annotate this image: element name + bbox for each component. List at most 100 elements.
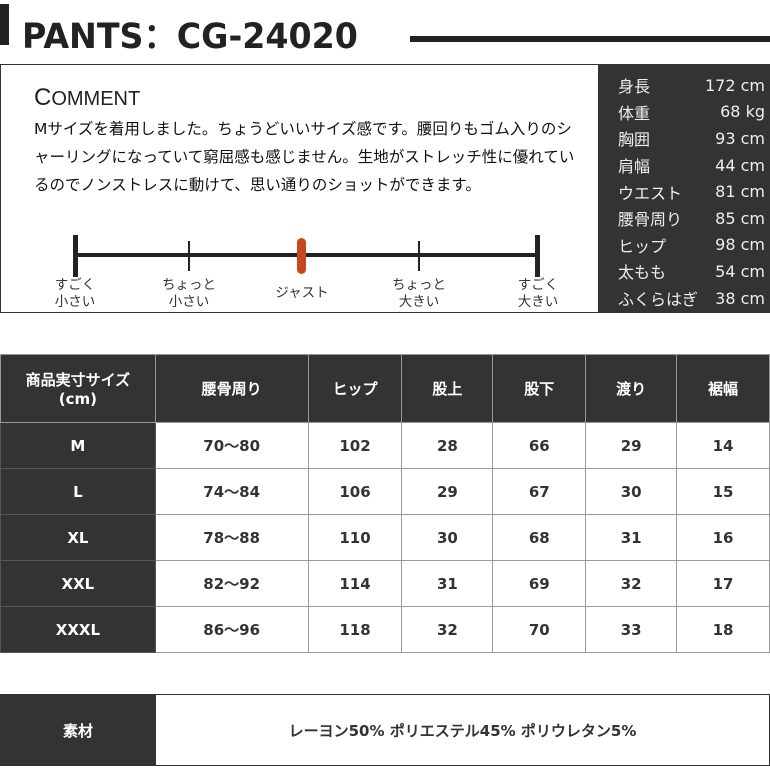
size-cell: 86～96 — [154, 606, 309, 653]
size-cell: 31 — [401, 560, 494, 607]
size-cell: 66 — [492, 422, 587, 469]
model-stat-value: 172 cm — [704, 75, 765, 95]
fit-scale-label-line: すごく — [517, 277, 559, 293]
size-column-header: 腰骨周り — [154, 354, 309, 423]
size-cell: 16 — [676, 514, 770, 561]
fit-scale-label: ジャスト — [257, 285, 347, 302]
table-row: M 70～80 102 28 66 29 14 — [0, 422, 770, 469]
size-cell: 67 — [492, 468, 587, 515]
material-value: レーヨン50% ポリエステル45% ポリウレタン5% — [155, 694, 770, 766]
model-stat-row: ウエスト 81 cm — [598, 178, 770, 205]
model-stat-label: 太もも — [618, 263, 667, 283]
fit-scale-label: ちょっと 大きい — [374, 277, 464, 311]
size-cell: 15 — [676, 468, 770, 515]
size-cell: 78～88 — [154, 514, 309, 561]
table-row: XXL 82～92 114 31 69 32 17 — [0, 560, 770, 607]
table-row: XL 78～88 110 30 68 31 16 — [0, 514, 770, 561]
model-stat-row: 太もも 54 cm — [598, 258, 770, 285]
fit-scale-line — [75, 253, 538, 257]
page-title: PANTS：CG-24020 — [22, 17, 358, 57]
fit-scale-label-line: 小さい — [168, 294, 210, 310]
size-cell: 74～84 — [154, 468, 309, 515]
model-stat-value: 98 cm — [715, 235, 765, 255]
comment-text: Mサイズを着用しました。ちょうどいいサイズ感です。腰回りもゴム入りのシャーリング… — [34, 120, 575, 194]
model-stat-row: 身長 172 cm — [598, 72, 770, 99]
comment-heading: COMMENT — [34, 84, 140, 112]
fit-scale-label-line: すごく — [54, 277, 96, 293]
size-cell: 31 — [585, 514, 678, 561]
size-cell: 30 — [401, 514, 494, 561]
size-column-header: 裾幅 — [676, 354, 770, 423]
fit-scale-label: すごく 大きい — [493, 277, 583, 311]
size-table: 商品実寸サイズ (cm) 腰骨周り ヒップ 股上 股下 渡り 裾幅 M 70～80 102 28 66… — [0, 354, 770, 653]
size-column-header: 渡り — [585, 354, 678, 423]
fit-scale-tick — [418, 241, 420, 271]
fit-scale-label-line: 大きい — [517, 294, 559, 310]
fit-scale-tick — [73, 235, 78, 277]
model-stat-row: ふくらはぎ 38 cm — [598, 285, 770, 312]
fit-scale-label-line: 小さい — [54, 294, 96, 310]
size-cell: 70 — [492, 606, 587, 653]
model-stat-label: 肩幅 — [618, 157, 651, 177]
size-cell: 17 — [676, 560, 770, 607]
size-header: 商品実寸サイズ (cm) — [0, 354, 156, 423]
material-label: 素材 — [0, 694, 156, 766]
fit-scale-tick — [535, 235, 540, 277]
comment-heading-rest: OMMENT — [51, 88, 141, 110]
size-cell: 32 — [401, 606, 494, 653]
fit-scale-tick — [188, 241, 190, 271]
model-stats-panel: 身長 172 cm 体重 68 kg 胸囲 93 cm 肩幅 44 cm ウエスト 81 cm 腰骨… — [598, 64, 770, 313]
table-row: XXXL 86～96 118 32 70 33 18 — [0, 606, 770, 653]
size-label: XXL — [0, 560, 156, 607]
size-cell: 106 — [307, 468, 403, 515]
fit-scale-label: ちょっと 小さい — [144, 277, 234, 311]
model-stat-label: ウエスト — [618, 183, 683, 203]
fit-scale-label-line: ジャスト — [275, 285, 329, 301]
size-column-header: 股上 — [401, 354, 494, 423]
size-cell: 33 — [585, 606, 678, 653]
size-cell: 32 — [585, 560, 678, 607]
model-stat-row: 肩幅 44 cm — [598, 152, 770, 179]
size-cell: 110 — [307, 514, 403, 561]
size-cell: 102 — [307, 422, 403, 469]
fit-scale-label-line: ちょっと — [162, 277, 216, 293]
size-label: L — [0, 468, 156, 515]
model-stat-value: 85 cm — [715, 208, 765, 228]
model-stat-value: 81 cm — [715, 182, 765, 202]
size-cell: 30 — [585, 468, 678, 515]
model-stat-value: 44 cm — [715, 155, 765, 175]
size-cell: 69 — [492, 560, 587, 607]
size-column-header: 股下 — [492, 354, 587, 423]
model-stat-value: 68 kg — [720, 102, 765, 122]
comment-box — [0, 64, 600, 313]
model-stat-label: 身長 — [618, 77, 651, 97]
model-stat-label: 体重 — [618, 103, 651, 123]
size-label: XXXL — [0, 606, 156, 653]
size-cell: 18 — [676, 606, 770, 653]
fit-scale-label-line: 大きい — [398, 294, 440, 310]
model-stat-value: 54 cm — [715, 261, 765, 281]
size-cell: 68 — [492, 514, 587, 561]
size-label: M — [0, 422, 156, 469]
size-cell: 29 — [585, 422, 678, 469]
model-stat-row: 胸囲 93 cm — [598, 125, 770, 152]
size-header-line1: 商品実寸サイズ — [25, 371, 131, 389]
size-cell: 114 — [307, 560, 403, 607]
title-accent-bar — [0, 4, 9, 45]
size-column-header: ヒップ — [307, 354, 403, 423]
model-stat-label: ふくらはぎ — [618, 290, 699, 310]
model-stat-label: 胸囲 — [618, 130, 651, 150]
title-rule — [410, 36, 770, 42]
material-table: 素材 レーヨン50% ポリエステル45% ポリウレタン5% — [0, 694, 770, 766]
model-stat-row: 腰骨周り 85 cm — [598, 205, 770, 232]
model-stat-row: ヒップ 98 cm — [598, 232, 770, 259]
size-cell: 70～80 — [154, 422, 309, 469]
fit-scale-label-line: ちょっと — [392, 277, 446, 293]
size-label: XL — [0, 514, 156, 561]
model-stat-label: 腰骨周り — [618, 210, 683, 230]
model-stat-value: 93 cm — [715, 128, 765, 148]
fit-scale-selected-marker — [297, 238, 306, 274]
size-cell: 28 — [401, 422, 494, 469]
comment-heading-initial: C — [34, 84, 52, 111]
model-stat-label: ヒップ — [618, 236, 667, 256]
